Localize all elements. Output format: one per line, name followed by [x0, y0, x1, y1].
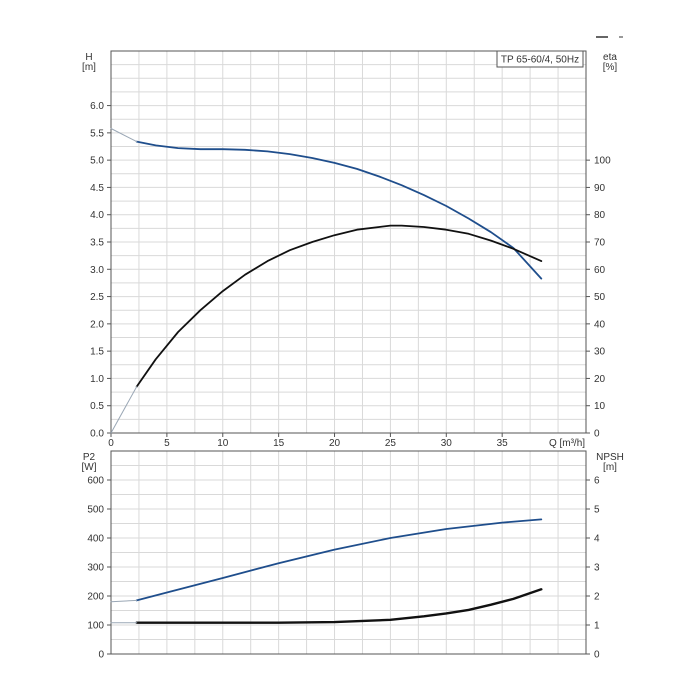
- left-axis-tick-label: 1.0: [90, 374, 104, 385]
- left-axis-tick-label: 3.0: [90, 265, 104, 276]
- left-axis-tick-label: 500: [87, 505, 104, 516]
- head-efficiency-panel: 0.0 0.5 1.0 1.5 2.0 2.5 3.0 3.5 4.0 4.5 5.0 5.5 6.0 0…: [82, 50, 618, 449]
- left-axis-tick-label: 600: [87, 476, 104, 487]
- right-axis-tick-label: 1: [594, 621, 600, 632]
- left-axis-tick-label: 100: [87, 621, 104, 632]
- left-axis-tick-label: 400: [87, 534, 104, 545]
- right-axis-tick-label: 50: [594, 292, 606, 303]
- right-axis-title: NPSH: [596, 452, 624, 463]
- curve-line: [135, 140, 543, 280]
- right-axis-tick-label: 0: [594, 650, 600, 661]
- right-axis-title: [%]: [603, 62, 618, 73]
- power-npsh-panel: 0 100 200 300 400 500 600 0 1 2 3 4 5 6 P2[W] NPSH[m]: [82, 450, 624, 661]
- right-axis-tick-label: 80: [594, 210, 606, 221]
- left-axis-tick-label: 0: [98, 650, 104, 661]
- left-axis-tick-label: 4.5: [90, 183, 104, 194]
- right-axis-tick-label: 2: [594, 592, 600, 603]
- right-axis-tick-label: 40: [594, 319, 606, 330]
- left-axis-title: H: [85, 52, 92, 63]
- plot-frame: [110, 450, 587, 655]
- x-axis-tick-label: 30: [441, 438, 453, 449]
- x-axis-tick-label: 35: [497, 438, 509, 449]
- right-axis-tick-label: 0: [594, 429, 600, 440]
- left-axis-title: [m]: [82, 62, 96, 73]
- right-axis-tick-label: 30: [594, 347, 606, 358]
- x-axis-title: Q [m³/h]: [549, 438, 585, 449]
- x-axis-tick-label: 25: [385, 438, 397, 449]
- x-axis-tick-label: 10: [217, 438, 229, 449]
- left-axis-title: P2: [83, 452, 96, 463]
- right-axis-tick-label: 4: [594, 534, 600, 545]
- x-axis-tick-label: 20: [329, 438, 341, 449]
- left-axis-tick-label: 2.0: [90, 319, 104, 330]
- right-axis-title: [m]: [603, 462, 617, 473]
- right-axis-tick-label: 10: [594, 401, 606, 412]
- curve-extrapolation-line: [110, 128, 138, 143]
- curve-line: [135, 518, 543, 602]
- left-axis-tick-label: 5.5: [90, 128, 104, 139]
- left-axis-tick-label: 3.5: [90, 238, 104, 249]
- left-axis-tick-label: 2.5: [90, 292, 104, 303]
- right-axis-title: eta: [603, 52, 617, 63]
- right-axis-tick-label: 60: [594, 265, 606, 276]
- chart-title-box: [496, 50, 584, 68]
- x-axis-tick-label: 0: [108, 438, 114, 449]
- right-axis-tick-label: 5: [594, 505, 600, 516]
- left-axis-tick-label: 300: [87, 563, 104, 574]
- left-axis-tick-label: 5.0: [90, 156, 104, 167]
- right-axis-tick-label: 20: [594, 374, 606, 385]
- left-axis-title: [W]: [82, 462, 97, 473]
- chart-title: TP 65-60/4, 50Hz: [501, 55, 579, 66]
- left-axis-tick-label: 200: [87, 592, 104, 603]
- curve-extrapolation-line: [110, 386, 138, 434]
- left-axis-tick-label: 0.5: [90, 401, 104, 412]
- x-axis-tick-label: 15: [273, 438, 285, 449]
- curve-line: [135, 224, 543, 388]
- left-axis-tick-label: 0.0: [90, 429, 104, 440]
- left-axis-tick-label: 6.0: [90, 101, 104, 112]
- right-axis-tick-label: 70: [594, 238, 606, 249]
- curve-extrapolation-line: [110, 599, 138, 603]
- left-axis-tick-label: 4.0: [90, 210, 104, 221]
- right-axis-tick-label: 100: [594, 156, 611, 167]
- curve-line: [135, 588, 543, 624]
- right-axis-tick-label: 90: [594, 183, 606, 194]
- x-axis-tick-label: 5: [164, 438, 170, 449]
- right-axis-tick-label: 6: [594, 476, 600, 487]
- right-axis-tick-label: 3: [594, 563, 600, 574]
- left-axis-tick-label: 1.5: [90, 347, 104, 358]
